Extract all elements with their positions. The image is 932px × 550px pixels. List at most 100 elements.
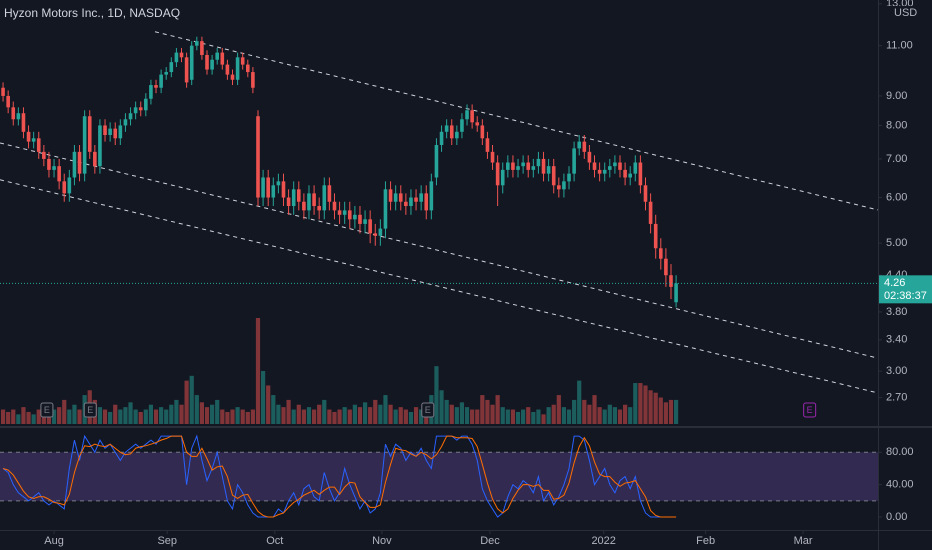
volume-bar: [566, 409, 572, 424]
volume-bar: [164, 409, 169, 424]
candle-body: [424, 193, 429, 211]
volume-bar: [189, 375, 194, 424]
event-label: E: [44, 405, 50, 415]
candle-body: [210, 59, 214, 70]
volume-bar: [673, 399, 679, 424]
candle-body: [444, 125, 449, 132]
volume-bar: [250, 409, 255, 424]
candle-body: [179, 52, 184, 58]
candle-body: [480, 125, 485, 139]
candle-body: [378, 228, 383, 236]
candle-body: [245, 64, 250, 73]
volume-bar: [0, 409, 6, 424]
volume-bar: [419, 409, 424, 424]
candle-body: [103, 125, 107, 136]
volume-bar: [31, 414, 36, 424]
x-tick-label: Aug: [44, 535, 64, 547]
candle-body: [638, 162, 643, 186]
volume-bar: [362, 402, 368, 424]
candle-body: [225, 64, 230, 75]
volume-bar: [148, 404, 154, 424]
volume-bar: [643, 385, 648, 424]
event-marker: [421, 402, 435, 418]
candle-body: [6, 95, 10, 108]
volume-bar: [143, 409, 148, 424]
volume-bar: [97, 407, 103, 424]
candle-body: [1, 87, 5, 96]
y-tick-label: 9.00: [886, 90, 907, 102]
volume-bar: [490, 404, 495, 424]
volume-bar: [638, 383, 643, 424]
volume-bar: [658, 397, 663, 424]
volume-bar: [378, 404, 383, 424]
volume-bar: [495, 395, 500, 424]
volume-bar: [500, 407, 505, 424]
candle-body: [602, 169, 607, 174]
volume-bar: [373, 399, 378, 424]
candle-body: [526, 162, 531, 170]
y-tick-label: 13.00: [886, 0, 914, 10]
volume-bar: [663, 402, 668, 424]
candle-body: [149, 85, 153, 99]
candle-body: [200, 41, 204, 55]
candle-body: [531, 166, 536, 170]
volume-bar: [108, 411, 113, 424]
series-line: [2, 434, 677, 518]
volume-bar: [255, 318, 261, 424]
volume-bar: [225, 411, 230, 424]
candle-body: [353, 214, 357, 220]
volume-bar: [617, 409, 623, 424]
y-tick-label: 5.00: [886, 237, 907, 249]
volume-bar: [342, 407, 347, 424]
volume-bar: [21, 407, 26, 424]
candle-body: [93, 151, 97, 167]
volume-bar: [194, 395, 199, 424]
y-tick-label: 3.40: [886, 334, 907, 346]
volume-bar: [51, 409, 57, 424]
candle-body: [133, 107, 138, 114]
candle-body: [495, 162, 500, 186]
volume-bar: [393, 409, 398, 424]
candle-body: [500, 169, 505, 186]
volume-bar: [541, 414, 546, 424]
candle-body: [455, 131, 459, 139]
volume-bar: [11, 409, 16, 424]
candle-body: [419, 193, 423, 202]
volume-bar: [347, 409, 352, 424]
candle-body: [42, 151, 46, 159]
volume-bar: [72, 404, 77, 424]
candle-body: [317, 206, 321, 211]
volume-bar: [582, 399, 587, 424]
candle-body: [460, 119, 464, 132]
candle-body: [658, 248, 663, 259]
candle-body: [521, 162, 525, 167]
candle-body: [16, 113, 21, 120]
candle-body: [577, 141, 582, 149]
volume-bar: [327, 409, 332, 424]
candle-body: [567, 173, 571, 182]
x-tick-label: Oct: [266, 535, 283, 547]
volume-bar: [413, 407, 419, 424]
volume-bar: [169, 404, 174, 424]
candle-body: [669, 275, 673, 287]
candle-body: [113, 128, 118, 139]
y-tick-label: 3.80: [886, 306, 907, 318]
volume-bar: [470, 409, 475, 424]
volume-bar: [113, 404, 118, 424]
volume-bar: [184, 380, 189, 424]
candle-body: [465, 110, 469, 120]
currency-bg: [879, 6, 919, 20]
candle-body: [52, 166, 56, 170]
currency-label: USD: [894, 7, 917, 19]
candle-body: [490, 151, 495, 163]
candle-body: [414, 197, 418, 202]
volume-bar: [215, 399, 220, 424]
volume-bar: [454, 407, 459, 424]
candle-body: [358, 214, 362, 224]
candle-body: [674, 283, 678, 303]
volume-bar: [271, 395, 276, 424]
candle-body: [557, 185, 561, 190]
volume-bar: [521, 409, 526, 424]
